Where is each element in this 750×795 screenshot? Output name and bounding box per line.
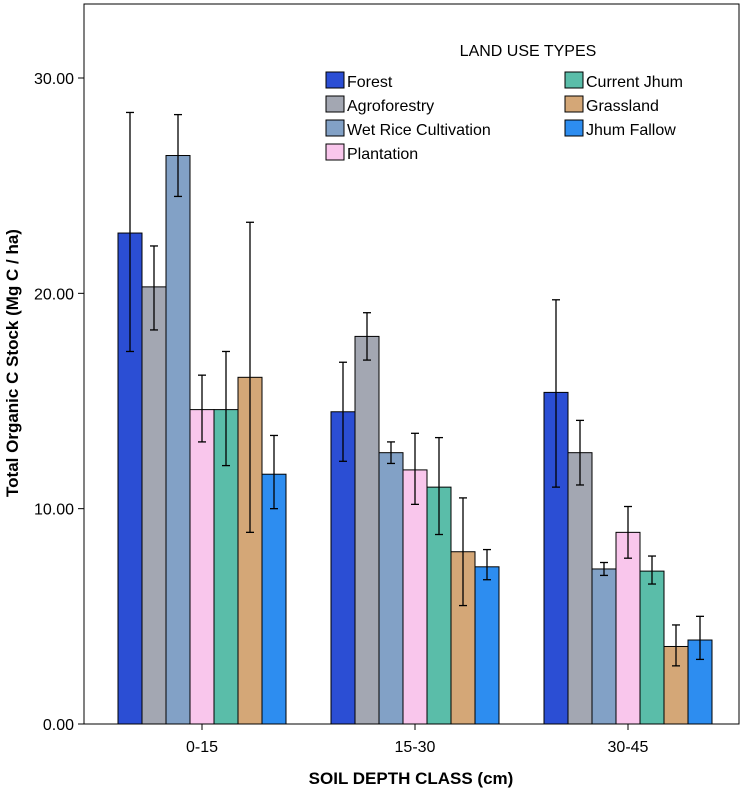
bar-plantation-0-15 — [189, 409, 215, 725]
bar-current-jhum-30-45 — [639, 570, 665, 725]
legend: LAND USE TYPES Forest Agroforestry Wet Ric… — [325, 43, 683, 163]
legend-title: LAND USE TYPES — [460, 43, 597, 60]
y-axis: 0.00 10.00 20.00 30.00 — [34, 71, 84, 734]
bar-wet-rice-cultivation-0-15 — [165, 155, 191, 725]
legend-swatch-grassland — [564, 95, 584, 113]
legend-swatch-agroforestry — [325, 95, 345, 113]
legend-label: Plantation — [347, 146, 418, 163]
legend-label: Agroforestry — [347, 98, 434, 115]
legend-swatch-current-jhum — [564, 71, 584, 89]
bars-layer — [117, 111, 713, 725]
y-axis-title: Total Organic C Stock (Mg C / ha) — [3, 229, 22, 497]
legend-swatch-plantation — [325, 143, 345, 161]
x-tick-label: 0-15 — [186, 739, 218, 756]
bar-plantation-15-30 — [402, 469, 428, 725]
y-tick-label: 30.00 — [34, 71, 74, 88]
x-axis-title: SOIL DEPTH CLASS (cm) — [309, 769, 514, 788]
bar-jhum-fallow-0-15 — [261, 473, 287, 725]
bar-jhum-fallow-15-30 — [474, 566, 500, 725]
x-axis: 0-15 15-30 30-45 — [186, 724, 649, 756]
y-tick-label: 20.00 — [34, 286, 74, 303]
legend-label: Forest — [347, 74, 393, 91]
bar-wet-rice-cultivation-30-45 — [591, 568, 617, 725]
x-tick-label: 15-30 — [395, 739, 436, 756]
x-tick-label: 30-45 — [608, 739, 649, 756]
legend-swatch-jhum-fallow — [564, 119, 584, 137]
bar-agroforestry-15-30 — [354, 335, 380, 725]
bar-wet-rice-cultivation-15-30 — [378, 452, 404, 725]
y-tick-label: 0.00 — [43, 717, 74, 734]
legend-label: Jhum Fallow — [586, 122, 676, 139]
legend-label: Grassland — [586, 98, 659, 115]
bar-agroforestry-30-45 — [567, 452, 593, 725]
bar-plantation-30-45 — [615, 531, 641, 725]
legend-label: Current Jhum — [586, 74, 683, 91]
legend-swatch-wet-rice-cultivation — [325, 119, 345, 137]
legend-label: Wet Rice Cultivation — [347, 122, 491, 139]
bar-agroforestry-0-15 — [141, 286, 167, 725]
y-tick-label: 10.00 — [34, 502, 74, 519]
legend-swatch-forest — [325, 71, 345, 89]
